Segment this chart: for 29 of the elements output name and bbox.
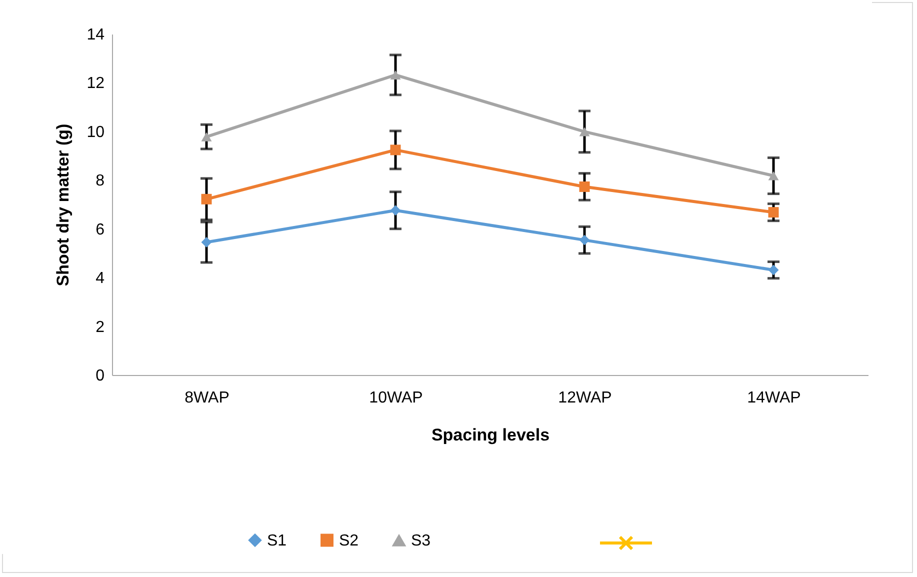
- x-tick-label: 8WAP: [184, 390, 230, 406]
- y-tick-label: 8: [96, 172, 105, 190]
- point: [201, 237, 212, 248]
- x-axis-title: Spacing levels: [431, 426, 550, 444]
- legend-label: S1: [267, 532, 287, 550]
- point: [768, 207, 779, 218]
- y-tick-label: 0: [96, 368, 105, 384]
- y-tick-label: 2: [96, 318, 105, 336]
- legend-label: S2: [339, 532, 359, 550]
- point: [579, 181, 590, 192]
- x-tick-label: 14WAP: [747, 390, 801, 406]
- point: [579, 127, 590, 136]
- y-tick-label: 12: [86, 75, 105, 92]
- y-tick-label: 6: [96, 221, 105, 238]
- x-tick-label: 12WAP: [558, 390, 612, 406]
- point: [390, 70, 401, 80]
- legend-label: S3: [411, 532, 431, 550]
- point: [768, 171, 779, 180]
- point: [201, 194, 212, 204]
- point: [201, 132, 212, 142]
- point: [390, 144, 401, 156]
- point: [768, 264, 779, 276]
- y-tick-label: 4: [96, 270, 105, 288]
- point: [390, 205, 401, 216]
- x-tick-label: 10WAP: [369, 390, 423, 406]
- y-tick-label: 10: [86, 124, 105, 141]
- y-tick-label: 14: [86, 26, 105, 44]
- y-axis-title: Shoot dry matter (g): [54, 124, 73, 286]
- point: [579, 234, 590, 246]
